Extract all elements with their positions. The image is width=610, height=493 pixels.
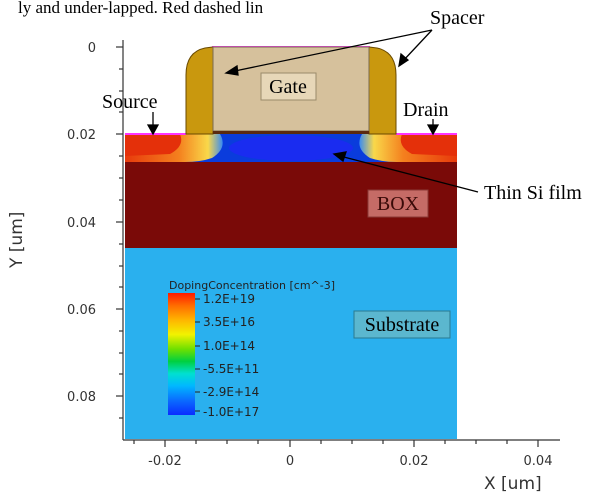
legend-value: 1.0E+14 xyxy=(203,339,255,353)
legend-ticks xyxy=(195,298,200,412)
annotation-arrows xyxy=(146,29,479,193)
spacer-left xyxy=(185,46,214,135)
y-axis-title: Y [um] xyxy=(7,212,27,269)
y-tick-label: 0.04 xyxy=(67,216,96,231)
axes xyxy=(116,40,560,447)
spacer-label: Spacer xyxy=(430,7,485,29)
x-axis-title: X [um] xyxy=(484,474,542,493)
spacer-right xyxy=(368,46,397,135)
gate-label-box xyxy=(260,72,317,101)
y-tick-label: 0.02 xyxy=(67,128,96,143)
substrate-label-box xyxy=(353,310,451,339)
box-label-box xyxy=(367,189,429,218)
box-label: BOX xyxy=(377,193,420,215)
x-tick-label: 0.02 xyxy=(400,454,429,469)
substrate-label: Substrate xyxy=(365,314,440,336)
source-core xyxy=(125,134,182,156)
thin-film-label: Thin Si film xyxy=(484,182,582,204)
y-tick-label: 0 xyxy=(88,41,96,56)
source-label: Source xyxy=(102,91,158,113)
gate-label: Gate xyxy=(269,76,307,98)
legend-colorbar xyxy=(168,293,195,415)
x-tick-label: -0.02 xyxy=(148,454,182,469)
y-tick-label: 0.08 xyxy=(67,390,96,405)
legend-title: DopingConcentration [cm^-3] xyxy=(169,279,335,292)
legend-value: 1.2E+19 xyxy=(203,292,255,306)
legend-value: -1.0E+17 xyxy=(203,405,259,419)
x-tick-label: 0 xyxy=(286,454,294,469)
drain-label: Drain xyxy=(403,99,449,121)
legend-value: -2.9E+14 xyxy=(203,385,259,399)
x-tick-label: 0.04 xyxy=(524,454,553,469)
legend-value: -5.5E+11 xyxy=(203,362,259,376)
top-caption: ly and under-lapped. Red dashed lin xyxy=(18,0,264,17)
channel-region xyxy=(229,135,353,161)
drain-core xyxy=(400,134,457,156)
legend-value: 3.5E+16 xyxy=(203,315,255,329)
gate-oxide xyxy=(213,131,369,134)
y-tick-label: 0.06 xyxy=(67,303,96,318)
